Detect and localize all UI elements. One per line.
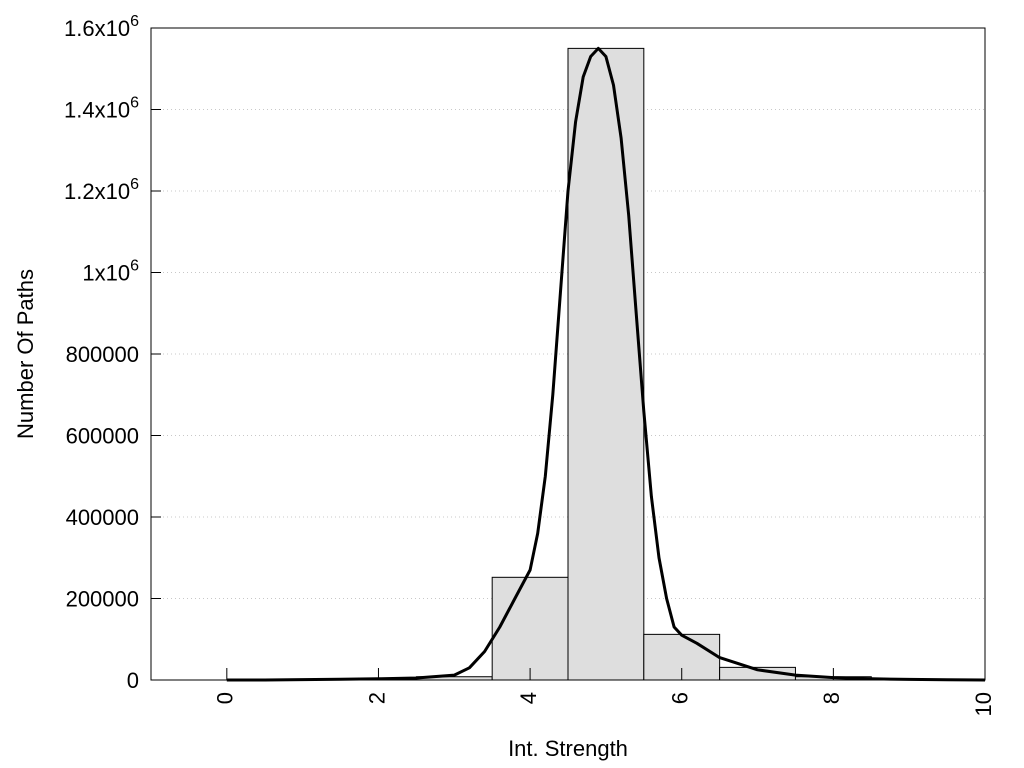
x-tick-label-5: 10 xyxy=(971,692,996,716)
y-tick-label-1: 200000 xyxy=(66,587,139,612)
x-tick-label-4: 8 xyxy=(819,692,844,704)
y-tick-label-0: 0 xyxy=(127,668,139,693)
y-tick-label-3: 600000 xyxy=(66,424,139,449)
x-axis-title: Int. Strength xyxy=(508,736,628,761)
y-tick-label-7: 1.4x106 xyxy=(64,95,139,123)
y-tick-label-4: 800000 xyxy=(66,342,139,367)
fit-curve xyxy=(226,46,986,682)
y-tick-label-6: 1.2x106 xyxy=(64,176,139,204)
y-tick-exponent: 6 xyxy=(130,13,139,30)
y-tick-exponent: 6 xyxy=(130,258,139,275)
y-tick-base: 1.2x10 xyxy=(64,179,130,204)
y-tick-exponent: 6 xyxy=(130,95,139,112)
y-tick-base: 0 xyxy=(127,668,139,693)
fit-curve-layer xyxy=(226,46,986,682)
y-tick-base: 600000 xyxy=(66,424,139,449)
histogram-bar-5 xyxy=(567,47,645,681)
x-tick-label-3: 6 xyxy=(668,692,693,704)
y-tick-base: 1.6x10 xyxy=(64,16,130,41)
histogram-bar-4 xyxy=(491,576,569,681)
x-tick-label-0: 0 xyxy=(213,692,238,704)
x-tick-label-2: 4 xyxy=(516,692,541,704)
y-tick-base: 1x10 xyxy=(82,261,130,286)
y-tick-label-5: 1x106 xyxy=(82,258,139,286)
y-tick-base: 400000 xyxy=(66,505,139,530)
histogram-bars xyxy=(264,47,948,681)
axes: 0 2 4 6 8 1002000004000006000008000001x1061.2… xyxy=(64,13,996,716)
y-tick-base: 1.4x10 xyxy=(64,98,130,123)
y-axis-title: Number Of Paths xyxy=(13,269,38,439)
y-tick-label-8: 1.6x106 xyxy=(64,13,139,41)
y-tick-base: 800000 xyxy=(66,342,139,367)
y-tick-base: 200000 xyxy=(66,587,139,612)
y-tick-label-2: 400000 xyxy=(66,505,139,530)
y-tick-exponent: 6 xyxy=(130,176,139,193)
x-tick-label-1: 2 xyxy=(364,692,389,704)
